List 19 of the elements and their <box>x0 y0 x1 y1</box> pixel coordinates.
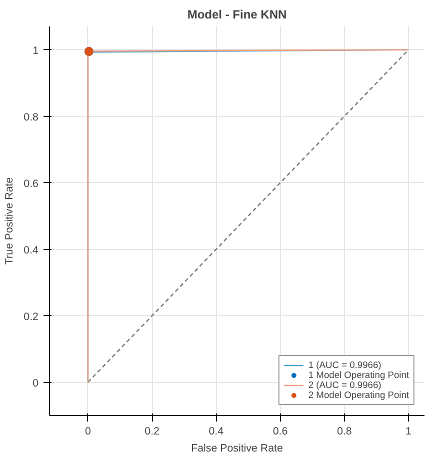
x-tick-label: 0 <box>85 426 91 438</box>
chart-title: Model - Fine KNN <box>187 8 287 22</box>
y-tick-label: 0.6 <box>24 178 39 190</box>
x-tick-label: 0.2 <box>144 426 160 438</box>
x-tick-label: 1 <box>406 426 412 438</box>
x-tick-label: 0.8 <box>336 426 352 438</box>
legend-label: 2 (AUC = 0.9966) <box>308 380 382 390</box>
y-tick-label: 0 <box>32 377 39 390</box>
x-tick-label: 0.4 <box>208 426 224 438</box>
y-tick-label: 0.8 <box>24 111 39 124</box>
legend-label: 2 Model Operating Point <box>308 390 409 400</box>
x-axis-title: False Positive Rate <box>191 442 283 454</box>
legend-label: 1 Model Operating Point <box>308 370 409 380</box>
y-tick-label: 1 <box>32 44 39 57</box>
legend-label: 1 (AUC = 0.9966) <box>308 360 382 370</box>
y-axis-title: True Positive Rate <box>4 177 16 265</box>
x-tick-label: 0.6 <box>272 426 288 438</box>
y-tick-label: 0.4 <box>24 244 39 256</box>
y-tick-label: 0.2 <box>24 310 39 323</box>
